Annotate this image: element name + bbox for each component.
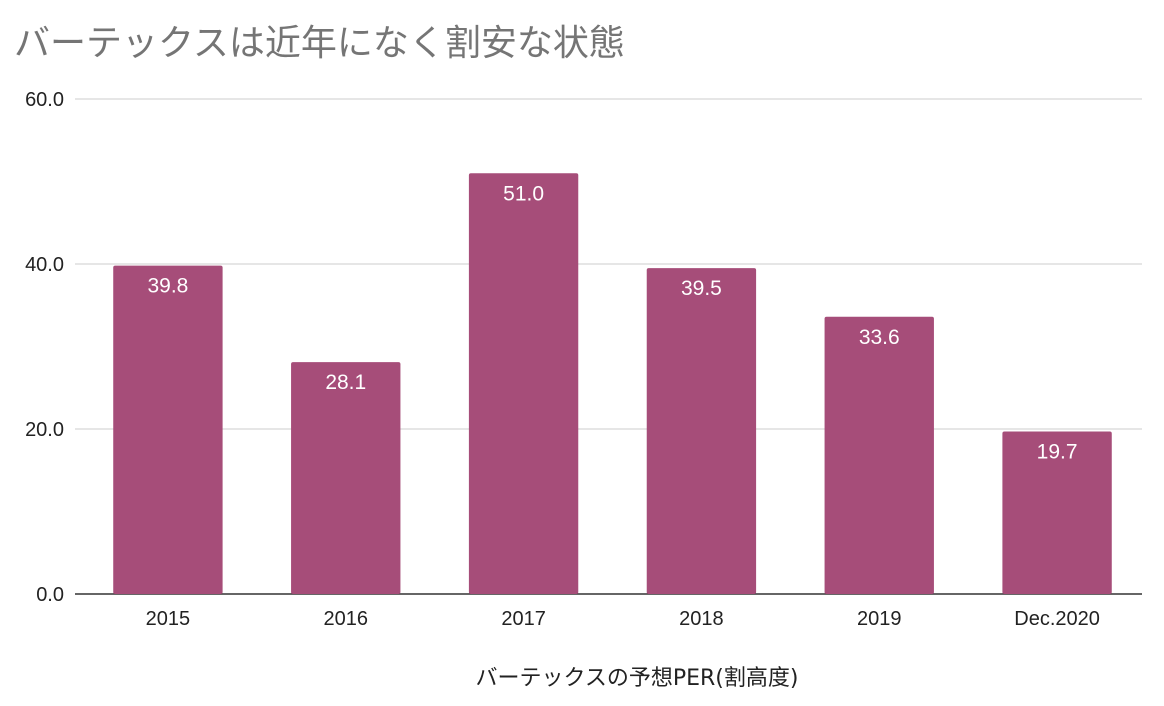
bar (1002, 431, 1112, 594)
bar (113, 265, 223, 594)
y-tick-label: 20.0 (25, 419, 64, 441)
x-tick-label: 2019 (857, 608, 902, 630)
y-tick-label: 40.0 (25, 254, 64, 276)
x-tick-label: 2018 (679, 608, 724, 630)
y-tick-label: 0.0 (36, 584, 64, 606)
x-axis-tick-labels: 2015 2016 2017 2018 2019 Dec.2020 (146, 608, 1100, 630)
x-tick-label: Dec.2020 (1014, 608, 1100, 630)
bar (646, 268, 757, 594)
x-axis-title: バーテックスの予想PER(割高度) (476, 666, 799, 691)
bars: 39.8 28.1 51.0 39.5 33.6 19.7 (113, 173, 1112, 594)
bar (291, 362, 401, 594)
bar (468, 173, 579, 594)
y-axis-tick-labels: 0.0 20.0 40.0 60.0 (25, 89, 64, 606)
bar-data-label: 51.0 (503, 182, 544, 205)
chart-title: バーテックスは近年になく割安な状態 (14, 23, 625, 64)
bar-data-label: 39.8 (147, 275, 188, 298)
bar-data-label: 19.7 (1037, 440, 1078, 463)
gridlines (75, 98, 1142, 595)
y-tick-label: 60.0 (25, 89, 64, 111)
bar-data-label: 28.1 (325, 371, 366, 394)
x-tick-label: 2015 (146, 608, 191, 630)
x-tick-label: 2017 (501, 608, 546, 630)
bar (824, 316, 934, 594)
bar-data-label: 33.6 (859, 326, 900, 349)
bar-data-label: 39.5 (681, 277, 722, 300)
x-tick-label: 2016 (324, 608, 369, 630)
